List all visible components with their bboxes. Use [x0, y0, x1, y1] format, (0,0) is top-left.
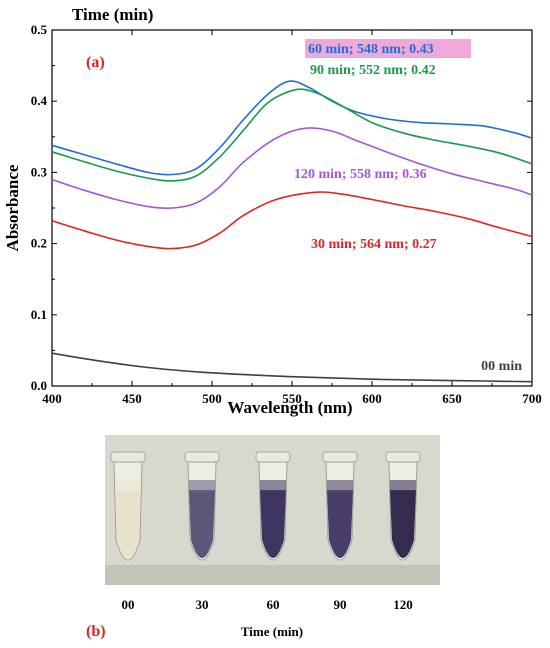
chart-panel-letter: (a): [86, 54, 105, 71]
absorbance-chart: Time (min) (a) 400 450 500 550 600 650 700 0.0…: [3, 5, 542, 417]
tube-label: 60: [267, 597, 280, 612]
tube-liquid: [189, 490, 215, 558]
tube-cap: [184, 451, 220, 463]
tube-0: [110, 451, 146, 561]
x-tick-label: 550: [282, 391, 302, 406]
y-tick-label: 0.5: [31, 22, 48, 37]
series-line-2: [51, 127, 533, 210]
tube-photo-panel: 00 30 60 90 120 (b) Time (min): [86, 435, 440, 640]
y-tick-label: 0.4: [31, 93, 48, 108]
photo-panel-letter: (b): [86, 623, 106, 640]
x-axis-ticks: 400 450 500 550 600 650 700: [42, 30, 542, 406]
x-tick-label: 500: [202, 391, 222, 406]
series-label-4: 00 min: [481, 359, 522, 374]
tube-cap: [110, 451, 146, 463]
tube-cap: [322, 451, 358, 463]
y-tick-label: 0.2: [31, 236, 47, 251]
series-label-0: 60 min; 548 nm; 0.43: [308, 42, 434, 57]
tube-liquid: [390, 490, 416, 558]
tube-3: [322, 451, 358, 561]
series-labels: 60 min; 548 nm; 0.43 90 min; 552 nm; 0.42…: [294, 39, 522, 374]
tube-cap: [255, 451, 291, 463]
tube-label: 30: [196, 597, 209, 612]
series-lines: [51, 80, 533, 383]
y-tick-label: 0.0: [31, 378, 47, 393]
top-time-label: Time (min): [72, 5, 153, 24]
series-line-0: [51, 80, 533, 176]
tube-meniscus: [327, 480, 353, 492]
x-tick-label: 450: [122, 391, 142, 406]
x-tick-label: 600: [362, 391, 382, 406]
series-label-highlight: [305, 39, 471, 58]
x-axis-label: Wavelength (nm): [227, 398, 352, 417]
tube-label: 00: [122, 597, 135, 612]
plot-area-border: [51, 29, 533, 387]
x-tick-label: 700: [522, 391, 542, 406]
y-tick-label: 0.3: [31, 164, 48, 179]
tube-liquid: [115, 490, 141, 558]
tube-cap: [385, 451, 421, 463]
y-axis-ticks: 0.0 0.1 0.2 0.3 0.4 0.5: [31, 22, 532, 393]
tube-2: [255, 451, 291, 561]
tube-4: [385, 451, 421, 561]
tube-labels: 00 30 60 90 120: [122, 597, 413, 612]
tube-1: [184, 451, 220, 561]
y-tick-label: 0.1: [31, 307, 47, 322]
series-label-1: 90 min; 552 nm; 0.42: [310, 63, 436, 78]
tube-meniscus: [189, 480, 215, 492]
tube-label: 90: [334, 597, 347, 612]
tube-meniscus: [115, 480, 141, 492]
series-label-2: 120 min; 558 nm; 0.36: [294, 167, 427, 182]
x-tick-label: 650: [442, 391, 462, 406]
photo-x-axis-label: Time (min): [241, 624, 303, 639]
y-axis-label: Absorbance: [3, 164, 22, 251]
tube-meniscus: [390, 480, 416, 492]
tubes-group: [110, 451, 421, 561]
series-line-1: [51, 88, 533, 182]
tube-photo-shadow: [105, 565, 440, 585]
series-line-4: [51, 352, 533, 383]
tube-liquid: [327, 490, 353, 558]
series-label-3: 30 min; 564 nm; 0.27: [311, 237, 437, 252]
series-line-3: [51, 191, 533, 250]
tube-meniscus: [260, 480, 286, 492]
tube-liquid: [260, 490, 286, 558]
tube-label: 120: [393, 597, 413, 612]
x-tick-label: 400: [42, 391, 62, 406]
plot-frame: [51, 29, 533, 387]
